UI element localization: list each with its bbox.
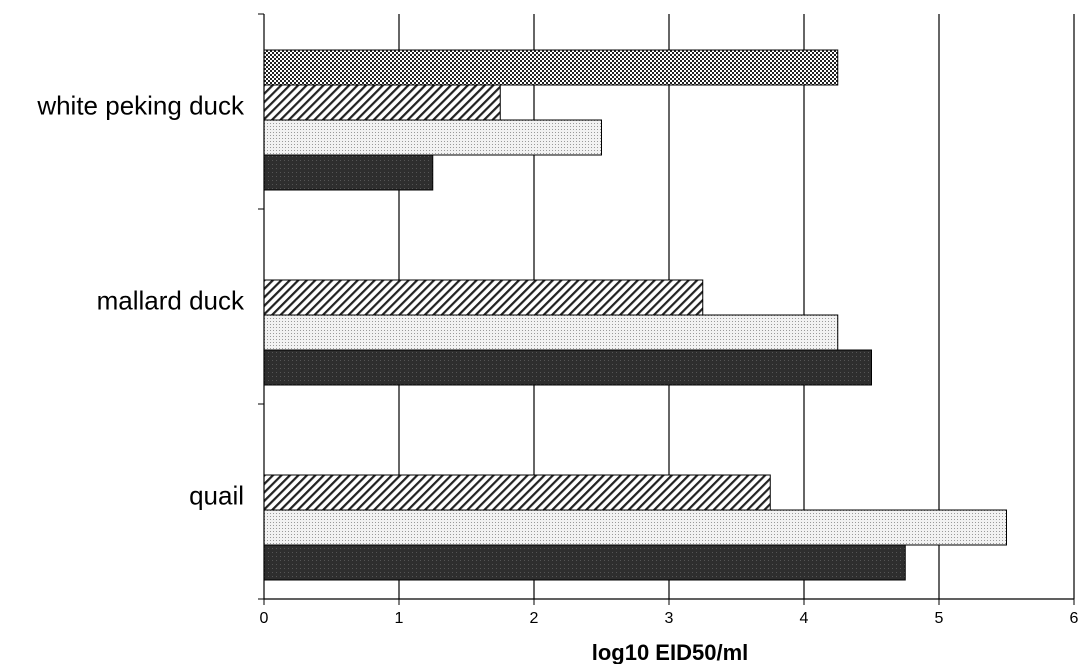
bar <box>263 119 602 156</box>
bar <box>263 314 839 351</box>
bar <box>263 49 839 86</box>
category-label: mallard duck <box>97 285 245 315</box>
bar <box>263 279 704 316</box>
bar <box>263 544 906 581</box>
bar <box>263 84 501 121</box>
x-tick-label: 4 <box>800 610 809 627</box>
bar <box>263 474 771 511</box>
bar <box>263 154 434 191</box>
x-tick-label: 1 <box>395 610 404 627</box>
category-label: white peking duck <box>36 90 245 120</box>
x-axis-title: log10 EID50/ml <box>592 640 749 664</box>
axis-layer: 0 1 2 3 4 5 6 white peking duck mallard duck quai… <box>36 13 1079 627</box>
x-tick-label: 2 <box>530 610 539 627</box>
x-tick-label: 3 <box>665 610 674 627</box>
category-label: quail <box>189 480 244 510</box>
x-tick-label: 5 <box>935 610 944 627</box>
x-tick-label: 0 <box>260 610 269 627</box>
bar <box>263 349 872 386</box>
x-tick-label: 6 <box>1070 610 1079 627</box>
bar-layer <box>263 49 1007 581</box>
bar <box>263 509 1007 546</box>
